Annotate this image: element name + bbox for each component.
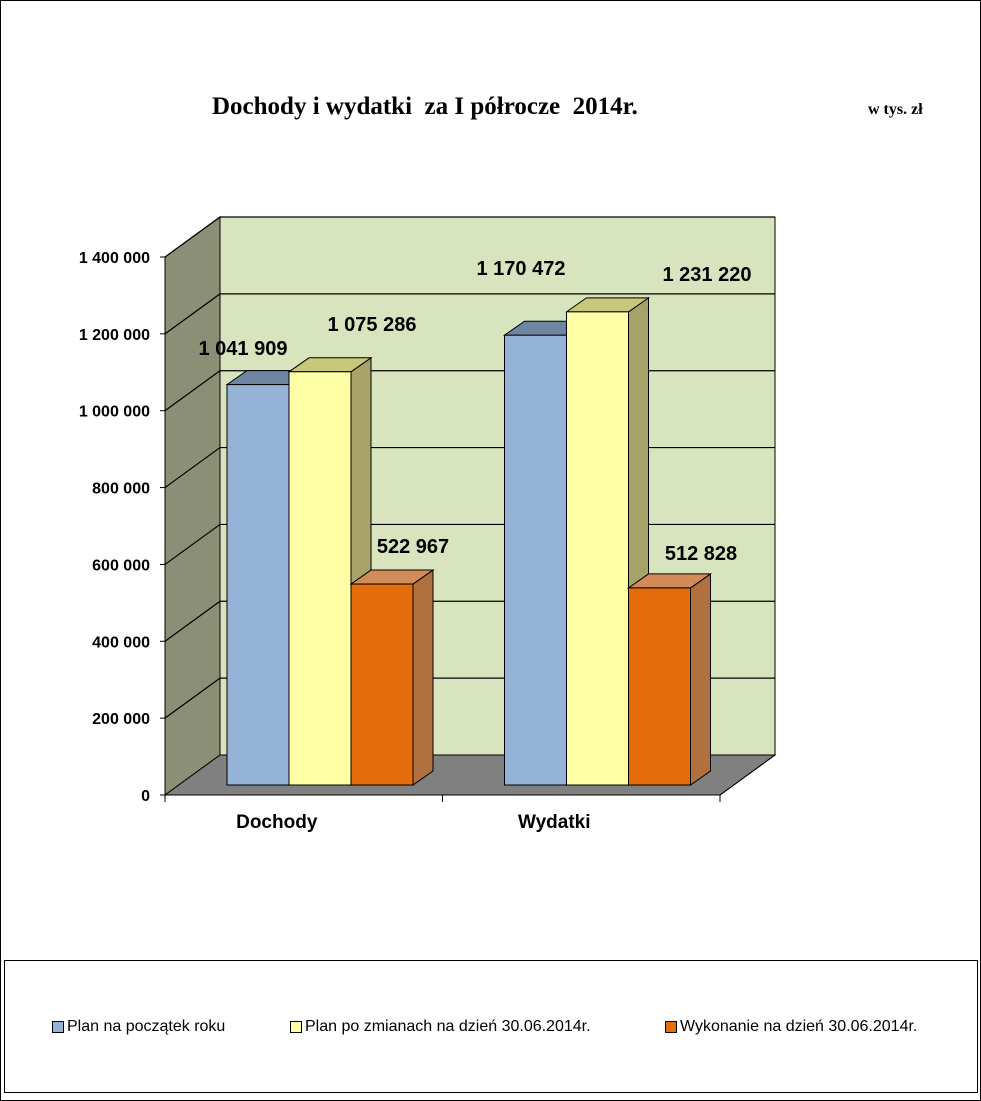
y-axis: 0 200 000 400 000 600 000 800 000 1 000 000 1 … <box>79 250 166 805</box>
legend-swatch-plan-changed <box>290 1021 302 1033</box>
y-tick-label: 0 <box>141 788 150 805</box>
bar <box>350 583 414 786</box>
data-label: 1 170 472 <box>477 258 566 280</box>
legend-item-plan-start: Plan na początek roku <box>52 1018 225 1036</box>
legend-swatch-execution <box>665 1021 677 1033</box>
x-axis: Dochody Wydatki <box>164 754 776 833</box>
legend: Plan na początek roku Plan po zmianach n… <box>4 960 978 1093</box>
data-label: 1 231 220 <box>663 264 752 286</box>
y-tick-label: 400 000 <box>92 634 150 651</box>
bar-side <box>690 572 711 786</box>
data-label: 1 075 286 <box>328 314 417 336</box>
legend-item-plan-changed: Plan po zmianach na dzień 30.06.2014r. <box>290 1018 591 1036</box>
legend-label-execution: Wykonanie na dzień 30.06.2014r. <box>680 1018 918 1035</box>
data-label: 512 828 <box>665 543 737 565</box>
y-tick-label: 200 000 <box>92 711 150 728</box>
legend-label-plan-changed: Plan po zmianach na dzień 30.06.2014r. <box>305 1018 591 1035</box>
data-label: 522 967 <box>377 536 449 558</box>
legend-label-plan-start: Plan na początek roku <box>67 1018 226 1035</box>
y-tick-label: 600 000 <box>92 557 150 574</box>
y-tick-label: 1 000 000 <box>79 404 150 421</box>
side-wall <box>164 216 221 796</box>
x-axis-depth-line <box>719 754 776 796</box>
bar <box>504 334 567 786</box>
gridline-side <box>164 600 221 642</box>
y-tick-label: 1 400 000 <box>79 250 150 267</box>
bar-chart: 0 200 000 400 000 600 000 800 000 1 000 000 1 … <box>79 216 777 833</box>
x-tick-label: Dochody <box>236 812 318 833</box>
bar <box>628 587 691 786</box>
bar-side <box>412 569 434 786</box>
legend-swatch-plan-start <box>52 1021 64 1033</box>
data-labels: 1 041 909 1 075 286 522 967 1 170 472 1 231 … <box>199 258 752 565</box>
unit-note: w tys. zł <box>868 101 923 118</box>
x-tick-label: Wydatki <box>518 812 591 833</box>
legend-item-execution: Wykonanie na dzień 30.06.2014r. <box>665 1018 917 1036</box>
gridline-side <box>164 523 221 565</box>
y-tick-label: 800 000 <box>92 481 150 498</box>
gridline-side <box>164 370 221 412</box>
gridline-side <box>164 293 221 335</box>
gridline-side <box>164 447 221 489</box>
y-tick-label: 1 200 000 <box>79 327 150 344</box>
gridline-side <box>164 677 221 719</box>
data-label: 1 041 909 <box>199 338 288 360</box>
bar <box>226 384 290 786</box>
bars <box>225 296 713 786</box>
bar <box>288 371 352 786</box>
bar <box>566 311 629 786</box>
chart-title: Dochody i wydatki za I półrocze 2014r. <box>212 93 638 120</box>
gridline-side <box>164 216 221 258</box>
